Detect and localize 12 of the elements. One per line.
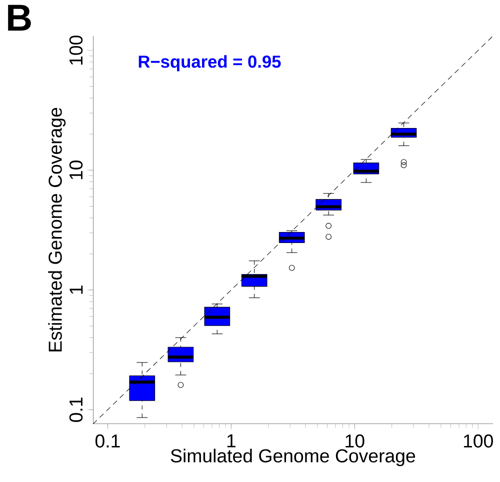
y-tick-label: 10 xyxy=(69,160,83,180)
annotation: R−squared = 0.95 xyxy=(138,55,281,72)
y-axis-title: Estimated Genome Coverage xyxy=(48,108,66,352)
x-tick-label: 100 xyxy=(464,434,493,448)
x-tick-label: 10 xyxy=(346,434,364,448)
y-tick-label: 0.1 xyxy=(69,398,83,422)
chart-title: B xyxy=(8,4,31,31)
y-tick-label: 100 xyxy=(69,36,83,65)
x-tick-label: 0.1 xyxy=(95,434,120,448)
x-axis-title: Simulated Genome Coverage xyxy=(170,448,416,466)
y-tick-label: 1 xyxy=(70,286,83,294)
x-tick-label: 1 xyxy=(227,434,236,448)
